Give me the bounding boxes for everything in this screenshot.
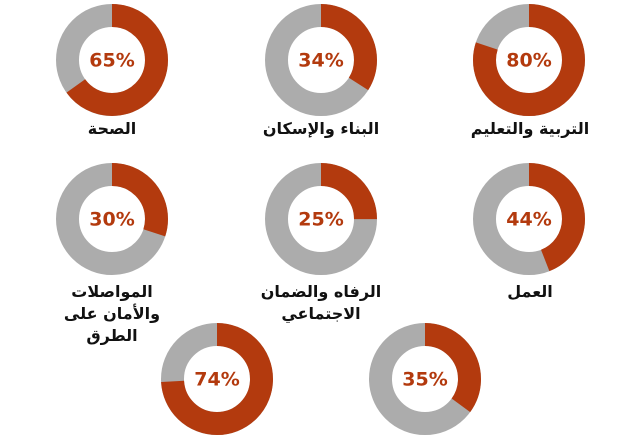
donut-chart: 35% [365,319,485,439]
category-label: المواصلات والأمان على الطرق [63,282,161,345]
donut-percent-label: 25% [298,209,343,231]
donut-value-arc [56,4,168,116]
donut-chart: 80% [469,0,589,120]
donut-percent-label: 35% [402,369,447,391]
donut-value-arc [473,4,585,116]
donut-value-arc [265,4,377,116]
category-label: الرفاه والضمان الاجتماعي [260,282,382,323]
donut-chart: 74% [157,319,277,439]
donut-chart: 34% [261,0,381,120]
category-label: البناء والإسكان [262,119,380,138]
donut-value-arc [473,163,585,275]
donut-chart: 44% [469,159,589,279]
donut-percent-label: 30% [89,209,134,231]
donut-value-arc [369,323,481,435]
donut-grid: 80% التربية والتعليم 34% البناء والإسكان 65%… [52,0,590,435]
donut-value-arc [265,163,377,275]
category-label: العمل [507,282,553,301]
donut-percent-label: 65% [89,50,134,72]
donut-percent-label: 80% [506,50,551,72]
donut-value-arc [56,163,168,275]
donut-percent-label: 44% [506,209,551,231]
category-label: الصحة [87,119,137,138]
donut-percent-label: 34% [298,50,343,72]
donut-chart: 65% [52,0,172,120]
donut-chart: 25% [261,159,381,279]
donut-chart: 30% [52,159,172,279]
donut-percent-label: 74% [194,369,239,391]
category-label: التربية والتعليم [470,119,590,138]
